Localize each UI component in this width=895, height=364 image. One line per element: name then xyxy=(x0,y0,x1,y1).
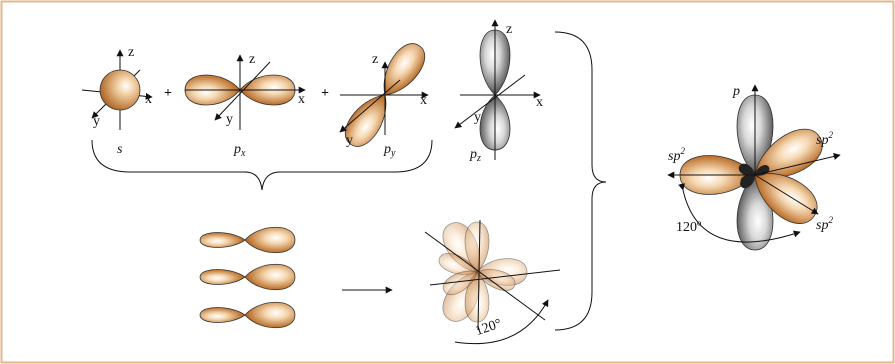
lobe-label: sp2 xyxy=(816,130,833,148)
label-base: p xyxy=(469,147,477,162)
operator: + xyxy=(321,86,329,101)
lobe-label: sp2 xyxy=(816,215,833,233)
lobe-label: sp2 xyxy=(668,146,685,164)
orbital-label: pz xyxy=(469,147,481,164)
operator: + xyxy=(164,86,172,101)
lobe xyxy=(245,227,295,253)
axis-label: x xyxy=(298,92,305,107)
axis-label: z xyxy=(128,45,134,60)
label-base: p xyxy=(383,142,391,157)
label-sub: y xyxy=(390,148,396,159)
label-sup: 2 xyxy=(680,146,685,156)
axis-label: y xyxy=(346,133,353,148)
orbital-label: s xyxy=(117,142,123,157)
orbital-label: px xyxy=(233,142,246,159)
label-base: p xyxy=(233,142,241,157)
axis-label: z xyxy=(372,52,378,67)
orbital-shapes xyxy=(82,20,840,330)
lobe xyxy=(200,233,245,248)
axis-label: x xyxy=(536,95,543,110)
axis-label: y xyxy=(93,114,100,129)
lobe xyxy=(100,70,140,110)
lobe xyxy=(245,264,295,290)
axis-label: x xyxy=(145,92,152,107)
brace xyxy=(555,32,606,330)
label-sub: x xyxy=(240,148,246,159)
lobe xyxy=(200,308,245,323)
angle-label: 120º xyxy=(676,220,702,235)
lobe-label: p xyxy=(732,84,740,99)
label-base: sp xyxy=(816,218,828,233)
diagram: z x y s + z x y px + z x y py z x y pz 1… xyxy=(0,0,895,364)
lobe xyxy=(245,302,295,328)
brace xyxy=(92,140,432,190)
axis-label: y xyxy=(474,110,481,125)
label-sup: 2 xyxy=(828,130,833,140)
axis-label: x xyxy=(420,93,427,108)
label-sup: 2 xyxy=(828,215,833,225)
label-sub: z xyxy=(476,153,481,164)
lobe xyxy=(200,270,245,285)
axis-label: z xyxy=(506,22,512,37)
label-base: sp xyxy=(668,149,680,164)
orbital-label: py xyxy=(383,142,396,159)
label-base: sp xyxy=(816,133,828,148)
axis-label: z xyxy=(249,52,255,67)
axis-label: y xyxy=(226,112,233,127)
